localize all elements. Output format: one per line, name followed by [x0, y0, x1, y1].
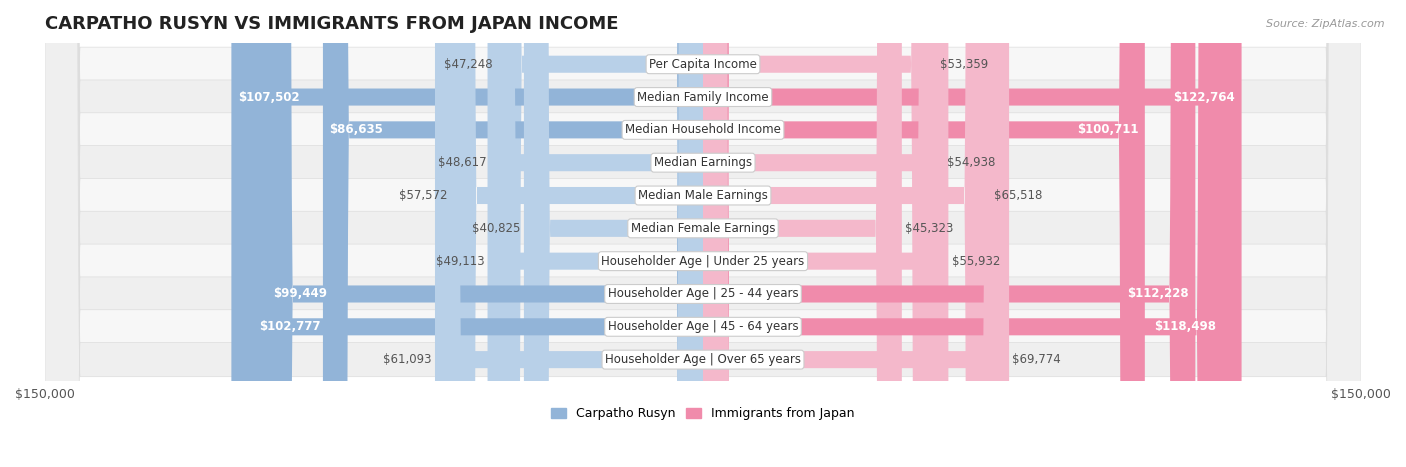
Text: Median Household Income: Median Household Income [626, 123, 780, 136]
Text: Householder Age | 45 - 64 years: Householder Age | 45 - 64 years [607, 320, 799, 333]
FancyBboxPatch shape [450, 0, 703, 467]
Text: Householder Age | Under 25 years: Householder Age | Under 25 years [602, 255, 804, 268]
FancyBboxPatch shape [496, 0, 703, 467]
FancyBboxPatch shape [703, 0, 901, 467]
Text: $107,502: $107,502 [238, 91, 299, 104]
FancyBboxPatch shape [45, 0, 1361, 467]
Text: $55,932: $55,932 [952, 255, 1000, 268]
FancyBboxPatch shape [703, 0, 943, 467]
Text: Median Earnings: Median Earnings [654, 156, 752, 169]
FancyBboxPatch shape [434, 0, 703, 467]
FancyBboxPatch shape [488, 0, 703, 467]
Text: $57,572: $57,572 [399, 189, 447, 202]
Text: Median Female Earnings: Median Female Earnings [631, 222, 775, 235]
Text: Source: ZipAtlas.com: Source: ZipAtlas.com [1267, 19, 1385, 28]
Text: Median Family Income: Median Family Income [637, 91, 769, 104]
FancyBboxPatch shape [323, 0, 703, 467]
Text: Per Capita Income: Per Capita Income [650, 58, 756, 71]
FancyBboxPatch shape [45, 0, 1361, 467]
FancyBboxPatch shape [267, 0, 703, 467]
FancyBboxPatch shape [45, 0, 1361, 467]
Text: $53,359: $53,359 [941, 58, 988, 71]
Text: $54,938: $54,938 [948, 156, 995, 169]
FancyBboxPatch shape [45, 0, 1361, 467]
FancyBboxPatch shape [703, 0, 1195, 467]
Text: $61,093: $61,093 [384, 353, 432, 366]
FancyBboxPatch shape [45, 0, 1361, 467]
FancyBboxPatch shape [524, 0, 703, 467]
FancyBboxPatch shape [45, 0, 1361, 467]
FancyBboxPatch shape [45, 0, 1361, 467]
Text: $69,774: $69,774 [1012, 353, 1062, 366]
FancyBboxPatch shape [703, 0, 949, 467]
FancyBboxPatch shape [45, 0, 1361, 467]
Text: CARPATHO RUSYN VS IMMIGRANTS FROM JAPAN INCOME: CARPATHO RUSYN VS IMMIGRANTS FROM JAPAN … [45, 15, 619, 33]
Text: Median Male Earnings: Median Male Earnings [638, 189, 768, 202]
FancyBboxPatch shape [703, 0, 1144, 467]
Text: $112,228: $112,228 [1128, 288, 1188, 300]
FancyBboxPatch shape [232, 0, 703, 467]
FancyBboxPatch shape [703, 0, 1223, 467]
FancyBboxPatch shape [703, 0, 990, 467]
FancyBboxPatch shape [489, 0, 703, 467]
Text: $65,518: $65,518 [994, 189, 1042, 202]
Text: $102,777: $102,777 [259, 320, 321, 333]
Text: $100,711: $100,711 [1077, 123, 1139, 136]
Text: Householder Age | 25 - 44 years: Householder Age | 25 - 44 years [607, 288, 799, 300]
FancyBboxPatch shape [703, 0, 1241, 467]
FancyBboxPatch shape [703, 0, 1010, 467]
Text: $45,323: $45,323 [905, 222, 953, 235]
Text: $48,617: $48,617 [437, 156, 486, 169]
FancyBboxPatch shape [252, 0, 703, 467]
Text: $99,449: $99,449 [273, 288, 328, 300]
Text: $122,764: $122,764 [1173, 91, 1234, 104]
Text: $49,113: $49,113 [436, 255, 484, 268]
Text: $118,498: $118,498 [1154, 320, 1216, 333]
FancyBboxPatch shape [45, 0, 1361, 467]
Text: $47,248: $47,248 [444, 58, 492, 71]
Text: Householder Age | Over 65 years: Householder Age | Over 65 years [605, 353, 801, 366]
FancyBboxPatch shape [45, 0, 1361, 467]
Text: $86,635: $86,635 [329, 123, 384, 136]
FancyBboxPatch shape [703, 0, 936, 467]
Text: $40,825: $40,825 [472, 222, 520, 235]
Legend: Carpatho Rusyn, Immigrants from Japan: Carpatho Rusyn, Immigrants from Japan [547, 403, 859, 425]
